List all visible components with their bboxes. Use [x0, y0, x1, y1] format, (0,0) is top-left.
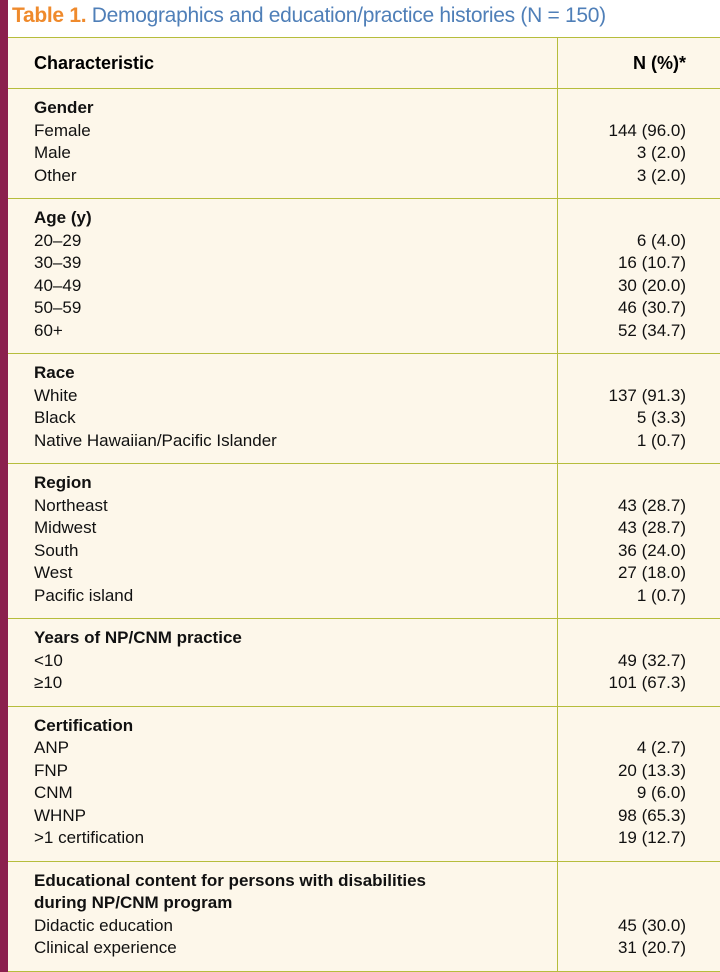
row-value: 43 (28.7) [617, 495, 686, 515]
row-value: 137 (91.3) [608, 385, 687, 405]
table-title: Table 1. Demographics and education/prac… [12, 4, 606, 28]
row-label: >1 certification [34, 828, 145, 847]
row-value: 43 (28.7) [617, 518, 686, 537]
section-row: Region Northeast Midwest South West Pacific i… [8, 464, 720, 619]
row-value: 5 (3.3) [636, 408, 686, 427]
value-cell: 49 (32.7) 101 (67.3) [558, 619, 720, 706]
section-heading: Gender [34, 98, 94, 117]
section-row: Certification ANP FNP CNM WHNP >1 certificati… [8, 706, 720, 862]
row-label: Female [34, 120, 91, 140]
title-text: Demographics and education/practice hist… [91, 4, 606, 27]
spacer [558, 870, 686, 915]
row-value: 31 (20.7) [617, 938, 686, 957]
side-stripe [0, 0, 8, 972]
row-value: 30 (20.0) [617, 275, 686, 295]
spacer [558, 472, 686, 495]
row-label: Clinical experience [34, 938, 177, 957]
section-row: Educational content for persons with dis… [8, 861, 720, 972]
spacer [558, 362, 686, 385]
row-label: South [34, 540, 79, 560]
section-heading: Certification [34, 715, 134, 735]
row-label: ANP [34, 738, 69, 757]
label-cell: Certification ANP FNP CNM WHNP >1 certificati… [8, 706, 558, 861]
row-label: 60+ [34, 320, 63, 340]
row-label: CNM [34, 783, 73, 802]
row-label: 50–59 [34, 298, 82, 317]
row-value: 49 (32.7) [617, 650, 686, 670]
spacer [558, 207, 686, 230]
row-value: 45 (30.0) [617, 915, 686, 935]
label-cell: Age (y) 20–29 30–39 40–49 50–59 60+ [8, 199, 558, 353]
value-cell: 43 (28.7) 43 (28.7) 36 (24.0) 27 (18.0) 1 (0… [558, 464, 720, 618]
row-value: 6 (4.0) [636, 230, 686, 250]
value-cell: 4 (2.7) 20 (13.3) 9 (6.0) 98 (65.3) 19 (12.7… [558, 707, 720, 861]
row-label: Black [34, 408, 76, 427]
header-row: Characteristic N (%)* [8, 38, 720, 89]
row-label: Midwest [34, 518, 97, 537]
section-row: Gender Female Male Other 144 (96.0) 3 (2.0) 3 … [8, 89, 720, 199]
row-value: 20 (13.3) [617, 760, 686, 780]
row-value: 36 (24.0) [617, 540, 686, 560]
row-label: FNP [34, 760, 68, 780]
row-label: Male [34, 143, 71, 162]
row-label: 40–49 [34, 275, 82, 295]
row-label: 30–39 [34, 253, 82, 272]
row-value: 144 (96.0) [608, 120, 687, 140]
row-value: 46 (30.7) [617, 298, 686, 317]
value-cell: 6 (4.0) 16 (10.7) 30 (20.0) 46 (30.7) 52 (34… [558, 199, 720, 353]
label-cell: Gender Female Male Other [8, 89, 558, 198]
spacer [558, 627, 686, 650]
table: Characteristic N (%)* Gender Female Male Ot… [8, 37, 720, 972]
spacer [558, 715, 686, 738]
section-heading: Educational content for persons with dis… [34, 870, 426, 913]
label-cell: Race White Black Native Hawaiian/Pacific Is… [8, 354, 558, 463]
column-header: N (%)* [633, 53, 686, 73]
value-cell: 45 (30.0) 31 (20.7) [558, 862, 720, 971]
label-cell: Years of NP/CNM practice <10 ≥10 [8, 619, 558, 706]
row-value: 101 (67.3) [608, 673, 687, 692]
row-value: 1 (0.7) [636, 430, 686, 450]
column-header: Characteristic [8, 38, 558, 88]
row-label: ≥10 [34, 673, 63, 692]
label-cell: Region Northeast Midwest South West Pacific i… [8, 464, 558, 618]
spacer [558, 97, 686, 120]
row-value: 4 (2.7) [636, 738, 686, 757]
value-cell: 137 (91.3) 5 (3.3) 1 (0.7) [558, 354, 720, 463]
row-label: 20–29 [34, 230, 82, 250]
title-label: Table 1. [12, 4, 87, 27]
row-value: 3 (2.0) [636, 143, 686, 162]
row-label: Didactic education [34, 915, 173, 935]
section-heading: Region [34, 473, 92, 492]
value-cell: 144 (96.0) 3 (2.0) 3 (2.0) [558, 89, 720, 198]
row-value: 1 (0.7) [636, 585, 686, 605]
row-value: 27 (18.0) [617, 563, 686, 582]
row-value: 19 (12.7) [617, 828, 686, 847]
row-value: 98 (65.3) [617, 805, 686, 825]
section-heading: Race [34, 363, 75, 382]
row-label: Pacific island [34, 585, 134, 605]
label-cell: Educational content for persons with dis… [8, 861, 558, 971]
row-value: 16 (10.7) [617, 253, 686, 272]
row-label: West [34, 563, 73, 582]
row-label: Northeast [34, 495, 108, 515]
row-label: Other [34, 165, 77, 185]
section-row: Race White Black Native Hawaiian/Pacific Is… [8, 354, 720, 464]
section-heading: Age (y) [34, 208, 92, 227]
row-value: 52 (34.7) [617, 320, 686, 340]
row-value: 9 (6.0) [636, 783, 686, 802]
row-label: White [34, 385, 78, 405]
row-label: <10 [34, 650, 63, 670]
row-label: WHNP [34, 805, 86, 825]
section-heading: Years of NP/CNM practice [34, 628, 242, 647]
section-row: Age (y) 20–29 30–39 40–49 50–59 60+ 6 (4.0) 16 … [8, 199, 720, 354]
row-value: 3 (2.0) [636, 165, 686, 185]
section-row: Years of NP/CNM practice <10 ≥10 49 (32.7) 1… [8, 619, 720, 707]
row-label: Native Hawaiian/Pacific Islander [34, 430, 277, 450]
